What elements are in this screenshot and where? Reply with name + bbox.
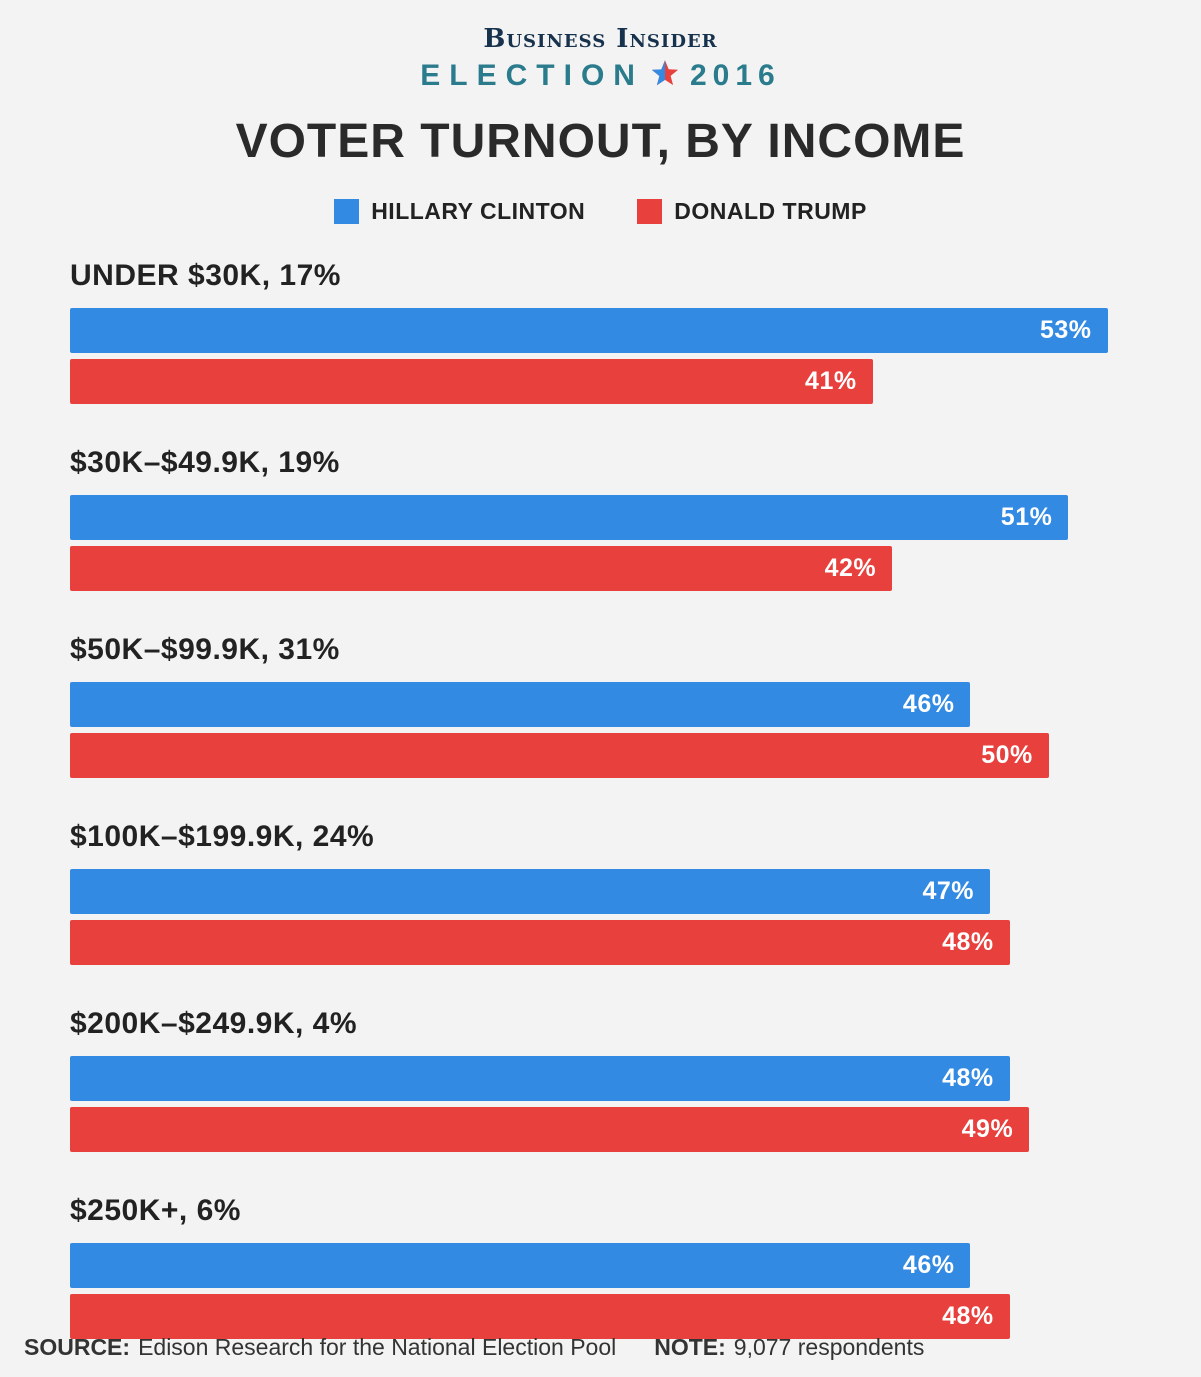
income-group: $200K–$249.9K, 4% 48% 49% (70, 1007, 1131, 1152)
clinton-bar-value: 46% (902, 1251, 955, 1279)
clinton-bar: 47% (70, 869, 991, 914)
trump-bar-row: 48% (70, 1294, 1131, 1339)
clinton-bar-value: 53% (1039, 316, 1092, 344)
legend: HILLARY CLINTON DONALD TRUMP (0, 198, 1201, 225)
trump-bar: 41% (70, 359, 873, 404)
clinton-bar-row: 46% (70, 1243, 1131, 1288)
clinton-bar-value: 47% (922, 877, 975, 905)
income-group: $50K–$99.9K, 31% 46% 50% (70, 633, 1131, 778)
income-group-label: $250K+, 6% (70, 1194, 241, 1227)
income-group-label: $200K–$249.9K, 4% (70, 1007, 358, 1040)
trump-bar-value: 50% (981, 741, 1033, 769)
trump-bar: 48% (70, 920, 1010, 965)
clinton-bar-row: 47% (70, 869, 1131, 914)
note-text: 9,077 respondents (733, 1334, 925, 1360)
clinton-bar-value: 51% (1000, 503, 1053, 531)
clinton-bar-row: 46% (70, 682, 1131, 727)
trump-bar-row: 41% (70, 359, 1131, 404)
clinton-bar: 53% (70, 308, 1108, 353)
clinton-bar-row: 51% (70, 495, 1131, 540)
clinton-bar-row: 53% (70, 308, 1131, 353)
source-note: SOURCE: Edison Research for the National… (24, 1334, 616, 1361)
footer: SOURCE: Edison Research for the National… (24, 1334, 1177, 1361)
trump-bar-row: 50% (70, 733, 1131, 778)
page-title: VOTER TURNOUT, BY INCOME (235, 115, 966, 168)
income-group: $30K–$49.9K, 19% 51% 42% (70, 446, 1131, 591)
legend-label-trump: DONALD TRUMP (674, 198, 867, 224)
clinton-bar: 51% (70, 495, 1069, 540)
legend-item-trump: DONALD TRUMP (637, 198, 867, 225)
source-label: SOURCE: (24, 1334, 131, 1360)
clinton-bar: 46% (70, 1243, 971, 1288)
trump-bar: 42% (70, 546, 893, 591)
trump-bar: 50% (70, 733, 1049, 778)
legend-label-clinton: HILLARY CLINTON (371, 198, 586, 224)
income-group-label: $30K–$49.9K, 19% (70, 446, 340, 479)
clinton-bar-value: 48% (942, 1064, 994, 1092)
star-icon (650, 59, 680, 94)
trump-bar-row: 42% (70, 546, 1131, 591)
clinton-swatch-icon (334, 199, 360, 224)
clinton-bar: 48% (70, 1056, 1010, 1101)
income-group: $250K+, 6% 46% 48% (70, 1194, 1131, 1339)
clinton-bar: 46% (70, 682, 971, 727)
clinton-bar-row: 48% (70, 1056, 1131, 1101)
header: Business Insider ELECTION 2016 VOTER TUR… (0, 0, 1201, 168)
trump-bar-value: 41% (805, 367, 857, 395)
income-group-label: $50K–$99.9K, 31% (70, 633, 340, 666)
election-label: ELECTION (420, 59, 644, 92)
trump-bar-row: 49% (70, 1107, 1131, 1152)
trump-bar-value: 48% (942, 928, 994, 956)
income-group-label: UNDER $30K, 17% (70, 259, 341, 292)
respondents-note: NOTE: 9,077 respondents (654, 1334, 924, 1361)
trump-bar-value: 42% (824, 554, 877, 582)
legend-item-clinton: HILLARY CLINTON (334, 198, 585, 225)
note-label: NOTE: (654, 1334, 726, 1360)
trump-bar: 48% (70, 1294, 1010, 1339)
income-group-label: $100K–$199.9K, 24% (70, 820, 375, 853)
chart: UNDER $30K, 17% 53% 41% $30K–$49.9K, 19%… (70, 259, 1131, 1339)
trump-swatch-icon (637, 199, 663, 224)
brand-logo: Business Insider (483, 24, 718, 54)
source-text: Edison Research for the National Electio… (138, 1334, 617, 1360)
income-group: $100K–$199.9K, 24% 47% 48% (70, 820, 1131, 965)
election-banner: ELECTION 2016 (0, 58, 1201, 94)
trump-bar: 49% (70, 1107, 1030, 1152)
income-group: UNDER $30K, 17% 53% 41% (70, 259, 1131, 404)
trump-bar-value: 48% (942, 1302, 994, 1330)
trump-bar-row: 48% (70, 920, 1131, 965)
trump-bar-value: 49% (961, 1115, 1014, 1143)
election-year: 2016 (689, 59, 781, 92)
clinton-bar-value: 46% (902, 690, 955, 718)
